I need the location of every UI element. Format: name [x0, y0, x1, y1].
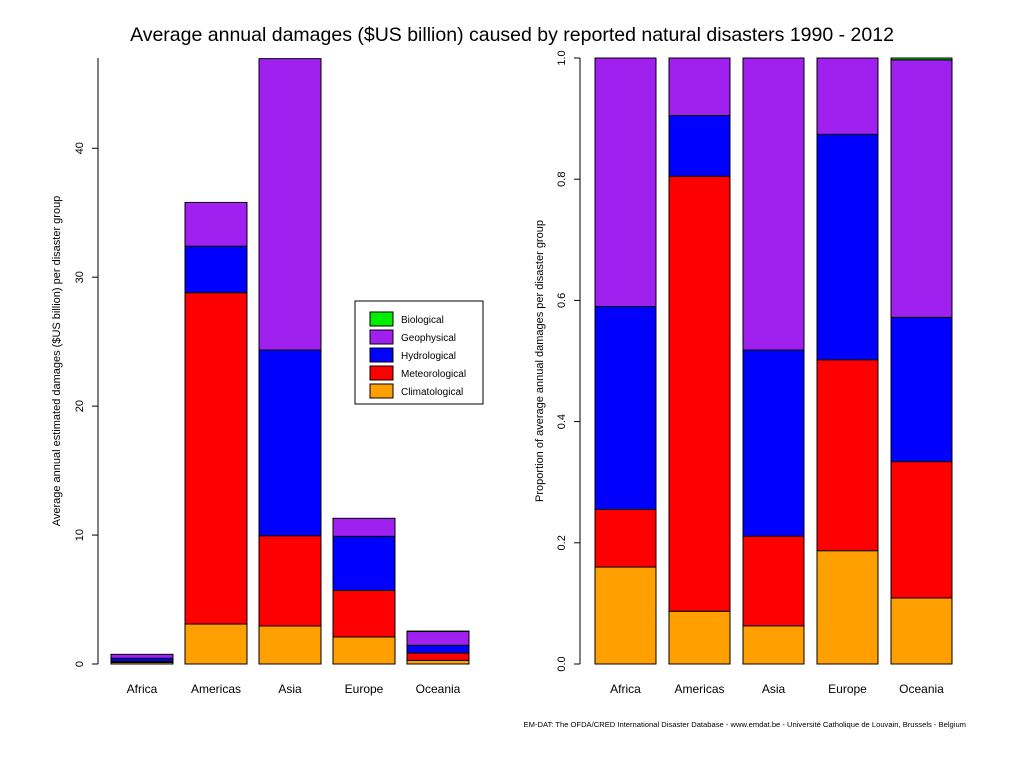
proportion-bar-europe-meteorological: [817, 360, 878, 551]
proportion-bar-americas-climatological: [669, 611, 730, 664]
proportion-bar-europe-geophysical: [817, 58, 878, 134]
proportion-bar-oceania-meteorological: [891, 462, 952, 598]
damages-y-tick-label: 20: [74, 400, 86, 412]
proportion-y-tick-label: 0.6: [556, 293, 568, 308]
proportion-bar-europe-climatological: [817, 551, 878, 664]
proportion-bar-europe-hydrological: [817, 134, 878, 359]
damages-category-label-europe: Europe: [345, 682, 384, 696]
chart-title: Average annual damages ($US billion) cau…: [130, 24, 894, 46]
proportion-bar-asia-meteorological: [743, 536, 804, 626]
proportion-bar-oceania-hydrological: [891, 317, 952, 461]
proportion-bar-oceania-climatological: [891, 598, 952, 664]
damages-bar-oceania-climatological: [407, 660, 469, 664]
damages-bar-asia-hydrological: [259, 350, 321, 536]
chart-legend: Biological Geophysical Hydrological Meteoro…: [355, 301, 483, 404]
proportion-bar-americas-hydrological: [669, 116, 730, 177]
proportion-bar-africa-hydrological: [595, 306, 656, 509]
proportion-category-label-asia: Asia: [762, 682, 786, 696]
proportion-y-tick-label: 0.4: [556, 414, 568, 429]
proportion-category-label-europe: Europe: [828, 682, 867, 696]
legend-label-hydrological: Hydrological: [401, 351, 456, 362]
proportion-bar-asia-hydrological: [743, 350, 804, 536]
damages-bar-asia-meteorological: [259, 536, 321, 626]
proportion-bar-oceania-biological: [891, 58, 952, 60]
damages-y-tick-label: 10: [74, 529, 86, 541]
damages-bar-americas-climatological: [185, 624, 247, 664]
proportion-category-label-oceania: Oceania: [899, 682, 944, 696]
source-caption: EM-DAT: The OFDA/CRED International Disa…: [524, 720, 966, 729]
proportion-y-tick-label: 0.0: [556, 656, 568, 671]
damages-category-label-asia: Asia: [278, 682, 302, 696]
damages-bar-oceania-geophysical: [407, 631, 469, 645]
legend-swatch-hydrological: [370, 348, 393, 362]
proportion-y-tick-label: 1.0: [556, 50, 568, 65]
damages-y-axis-label: Average annual estimated damages ($US bi…: [51, 196, 63, 527]
damages-y-tick-label: 0: [74, 661, 86, 667]
proportion-category-label-africa: Africa: [610, 682, 641, 696]
damages-bar-americas-geophysical: [185, 202, 247, 246]
legend-label-meteorological: Meteorological: [401, 369, 466, 380]
legend-swatch-meteorological: [370, 366, 393, 380]
legend-label-biological: Biological: [401, 315, 444, 326]
damages-bar-asia-climatological: [259, 626, 321, 664]
proportion-bar-oceania-geophysical: [891, 60, 952, 318]
legend-swatch-climatological: [370, 384, 393, 398]
damages-bar-americas-hydrological: [185, 246, 247, 292]
damages-y-tick-label: 30: [74, 271, 86, 283]
proportion-category-label-americas: Americas: [674, 682, 724, 696]
damages-y-tick-label: 40: [74, 142, 86, 154]
damages-category-label-oceania: Oceania: [416, 682, 461, 696]
proportion-bar-asia-climatological: [743, 626, 804, 664]
proportion-bar-africa-geophysical: [595, 58, 656, 306]
proportion-bar-americas-geophysical: [669, 58, 730, 116]
damages-bar-europe-climatological: [333, 637, 395, 664]
damages-bar-europe-meteorological: [333, 591, 395, 637]
proportion-y-tick-label: 0.8: [556, 172, 568, 187]
legend-label-geophysical: Geophysical: [401, 333, 456, 344]
damages-bar-americas-meteorological: [185, 293, 247, 624]
proportion-y-tick-label: 0.2: [556, 535, 568, 550]
proportion-y-axis-label: Proportion of average annual damages per…: [534, 220, 546, 502]
proportion-bar-africa-meteorological: [595, 509, 656, 567]
legend-swatch-biological: [370, 312, 393, 326]
proportion-bar-africa-climatological: [595, 567, 656, 664]
legend-label-climatological: Climatological: [401, 387, 463, 398]
legend-swatch-geophysical: [370, 330, 393, 344]
damages-bar-europe-geophysical: [333, 518, 395, 536]
damages-bar-europe-hydrological: [333, 536, 395, 590]
damages-category-label-americas: Americas: [191, 682, 241, 696]
proportion-bar-americas-meteorological: [669, 176, 730, 611]
damages-bar-africa-geophysical: [111, 654, 173, 658]
damages-bar-asia-geophysical: [259, 59, 321, 350]
damages-bar-oceania-hydrological: [407, 645, 469, 653]
damages-bar-oceania-meteorological: [407, 653, 469, 660]
damages-category-label-africa: Africa: [127, 682, 158, 696]
proportion-bar-asia-geophysical: [743, 58, 804, 350]
